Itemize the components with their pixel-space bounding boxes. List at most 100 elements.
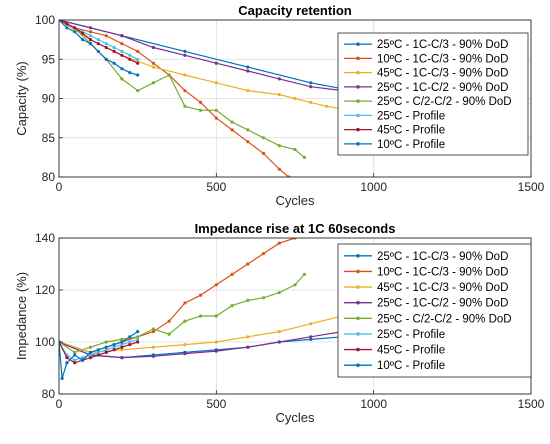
panel2-series-7-point [136,340,140,344]
panel2-series-6-point [88,353,93,357]
panel1-series-8-point [96,49,100,54]
panel2-series-2-point [246,262,250,266]
panel1-series-4-point [120,34,124,38]
panel1-x-axis-label: Cycles [275,193,315,208]
panel1-legend-label-6: 25ºC - Profile [377,110,445,122]
panel2-legend-label-5: 25ºC - C/2-C/2 - 90% DoD [377,313,512,325]
panel1-series-7-point [81,31,85,35]
panel2-series-2-point [199,293,203,297]
panel1-legend-label-4: 25ºC - 1C-C/2 - 90% DoD [377,82,508,94]
panel1-series-5-point [199,108,203,112]
panel1-legend-marker-2 [356,56,360,61]
panel2-legend-marker-5 [356,316,360,321]
panel2-legend-marker-4 [356,300,360,305]
panel2-series-2-point [214,283,218,287]
panel2-legend-label-8: 10ºC - Profile [377,360,445,372]
panel2-series-4-point [246,345,250,349]
panel2-series-3-point [277,330,281,334]
panel1-series-8-point [88,42,93,46]
panel1-series-6-point [96,38,100,42]
panel2-series-5-point [246,298,250,302]
panel2-series-8-point [120,340,124,344]
panel1-x-tick-label: 0 [56,180,63,194]
panel1-series-5-point [183,104,187,108]
panel2-series-2-point [167,319,171,323]
panel2-x-axis-label: Cycles [275,410,315,425]
panel1-series-2-point [88,30,93,34]
panel2-series-4-point [120,356,124,360]
panel2-x-tick-label: 0 [56,397,63,411]
panel1-legend-label-3: 45ºC - 1C-C/3 - 90% DoD [377,68,508,80]
panel2-series-5-point [261,296,266,300]
panel1-series-5-point [277,144,281,148]
panel1-series-6-point [136,57,140,61]
panel1-series-5-point [230,120,234,124]
panel1-legend-marker-5 [356,99,360,103]
panel2-series-5-point [167,332,171,336]
panel1-series-6-point [104,42,108,46]
panel2-series-7-point [96,353,100,357]
panel1-series-4-point [183,53,187,57]
panel1-y-tick-label: 80 [42,170,56,184]
panel2-legend-label-6: 25ºC - Profile [377,329,445,341]
panel2-series-7-point [65,356,69,360]
panel1: 0 500 1000 1500 80 85 90 95 100 Capacity retentio… [14,3,545,208]
panel2-legend-label-2: 10ºC - 1C-C/3 - 90% DoD [377,266,508,278]
panel1-series-7-point [136,61,140,65]
panel2-series-6-point [73,358,77,362]
panel1-series-3-point [151,65,155,69]
panel2-series-8-point [65,361,69,365]
panel1-series-2-point [230,128,234,132]
panel2-series-5-point [73,350,77,354]
panel2-series-2-point [230,272,234,276]
panel2-series-2-point [261,252,266,256]
panel2-series-3-point [309,322,313,326]
panel2-series-6-point [96,350,100,354]
panel1-series-4-point [214,61,218,65]
panel2-series-7-point [88,356,93,360]
panel2-series-6-point [128,340,132,344]
panel2-y-axis-label: Impedance (%) [14,272,29,360]
panel1-series-6-point [112,45,116,50]
panel1-series-4-point [246,69,250,73]
panel2-series-8-point [96,348,100,352]
panel1-series-8-point [81,38,85,42]
panel1-series-3-point [183,73,187,77]
panel1-series-8-point [112,61,116,65]
panel1-legend-marker-4 [356,85,360,89]
panel2-series-5-point [199,314,203,318]
panel2-legend-label-3: 45ºC - 1C-C/3 - 90% DoD [377,282,508,294]
panel2-series-1-point [309,337,313,341]
panel1-series-7-point [120,53,124,57]
panel1-series-2-point [246,140,250,144]
panel1-x-tick-label: 1500 [518,180,545,194]
panel2-legend-label-1: 25ºC - 1C-C/3 - 90% DoD [377,251,508,263]
panel2-legend-label-7: 45ºC - Profile [377,345,445,357]
panel1-series-6-point [88,34,93,38]
panel1-series-5-point [120,77,124,81]
panel1-series-2-point [183,89,187,93]
panel1-series-8-point [136,73,140,77]
panel1-series-4-point [88,26,93,30]
panel2-series-5-point [88,345,93,349]
panel1-series-2-point [199,100,203,104]
panel2-legend-marker-2 [356,269,360,274]
panel2-series-4-point [183,352,187,356]
panel1-series-7-point [104,45,108,50]
panel1-legend-label-7: 45ºC - Profile [377,125,445,137]
panel1-series-7-point [73,26,77,30]
panel2-series-4-point [309,335,313,339]
panel2-series-5-point [183,319,187,323]
panel2-series-3-point [120,348,124,352]
panel1-series-7-point [88,38,93,42]
panel1-title: Capacity retention [238,3,351,18]
panel2-x-tick-label: 1000 [360,397,387,411]
panel2-series-6-point [120,343,124,347]
panel1-y-tick-label: 100 [35,13,55,27]
panel2-series-8-point [104,345,108,349]
panel1-legend-marker-3 [356,70,360,75]
panel2-legend-marker-6 [356,332,360,336]
panel2-series-3-point [214,340,218,344]
panel2-legend-marker-1 [356,254,360,258]
panel1-series-3-point [246,89,250,93]
